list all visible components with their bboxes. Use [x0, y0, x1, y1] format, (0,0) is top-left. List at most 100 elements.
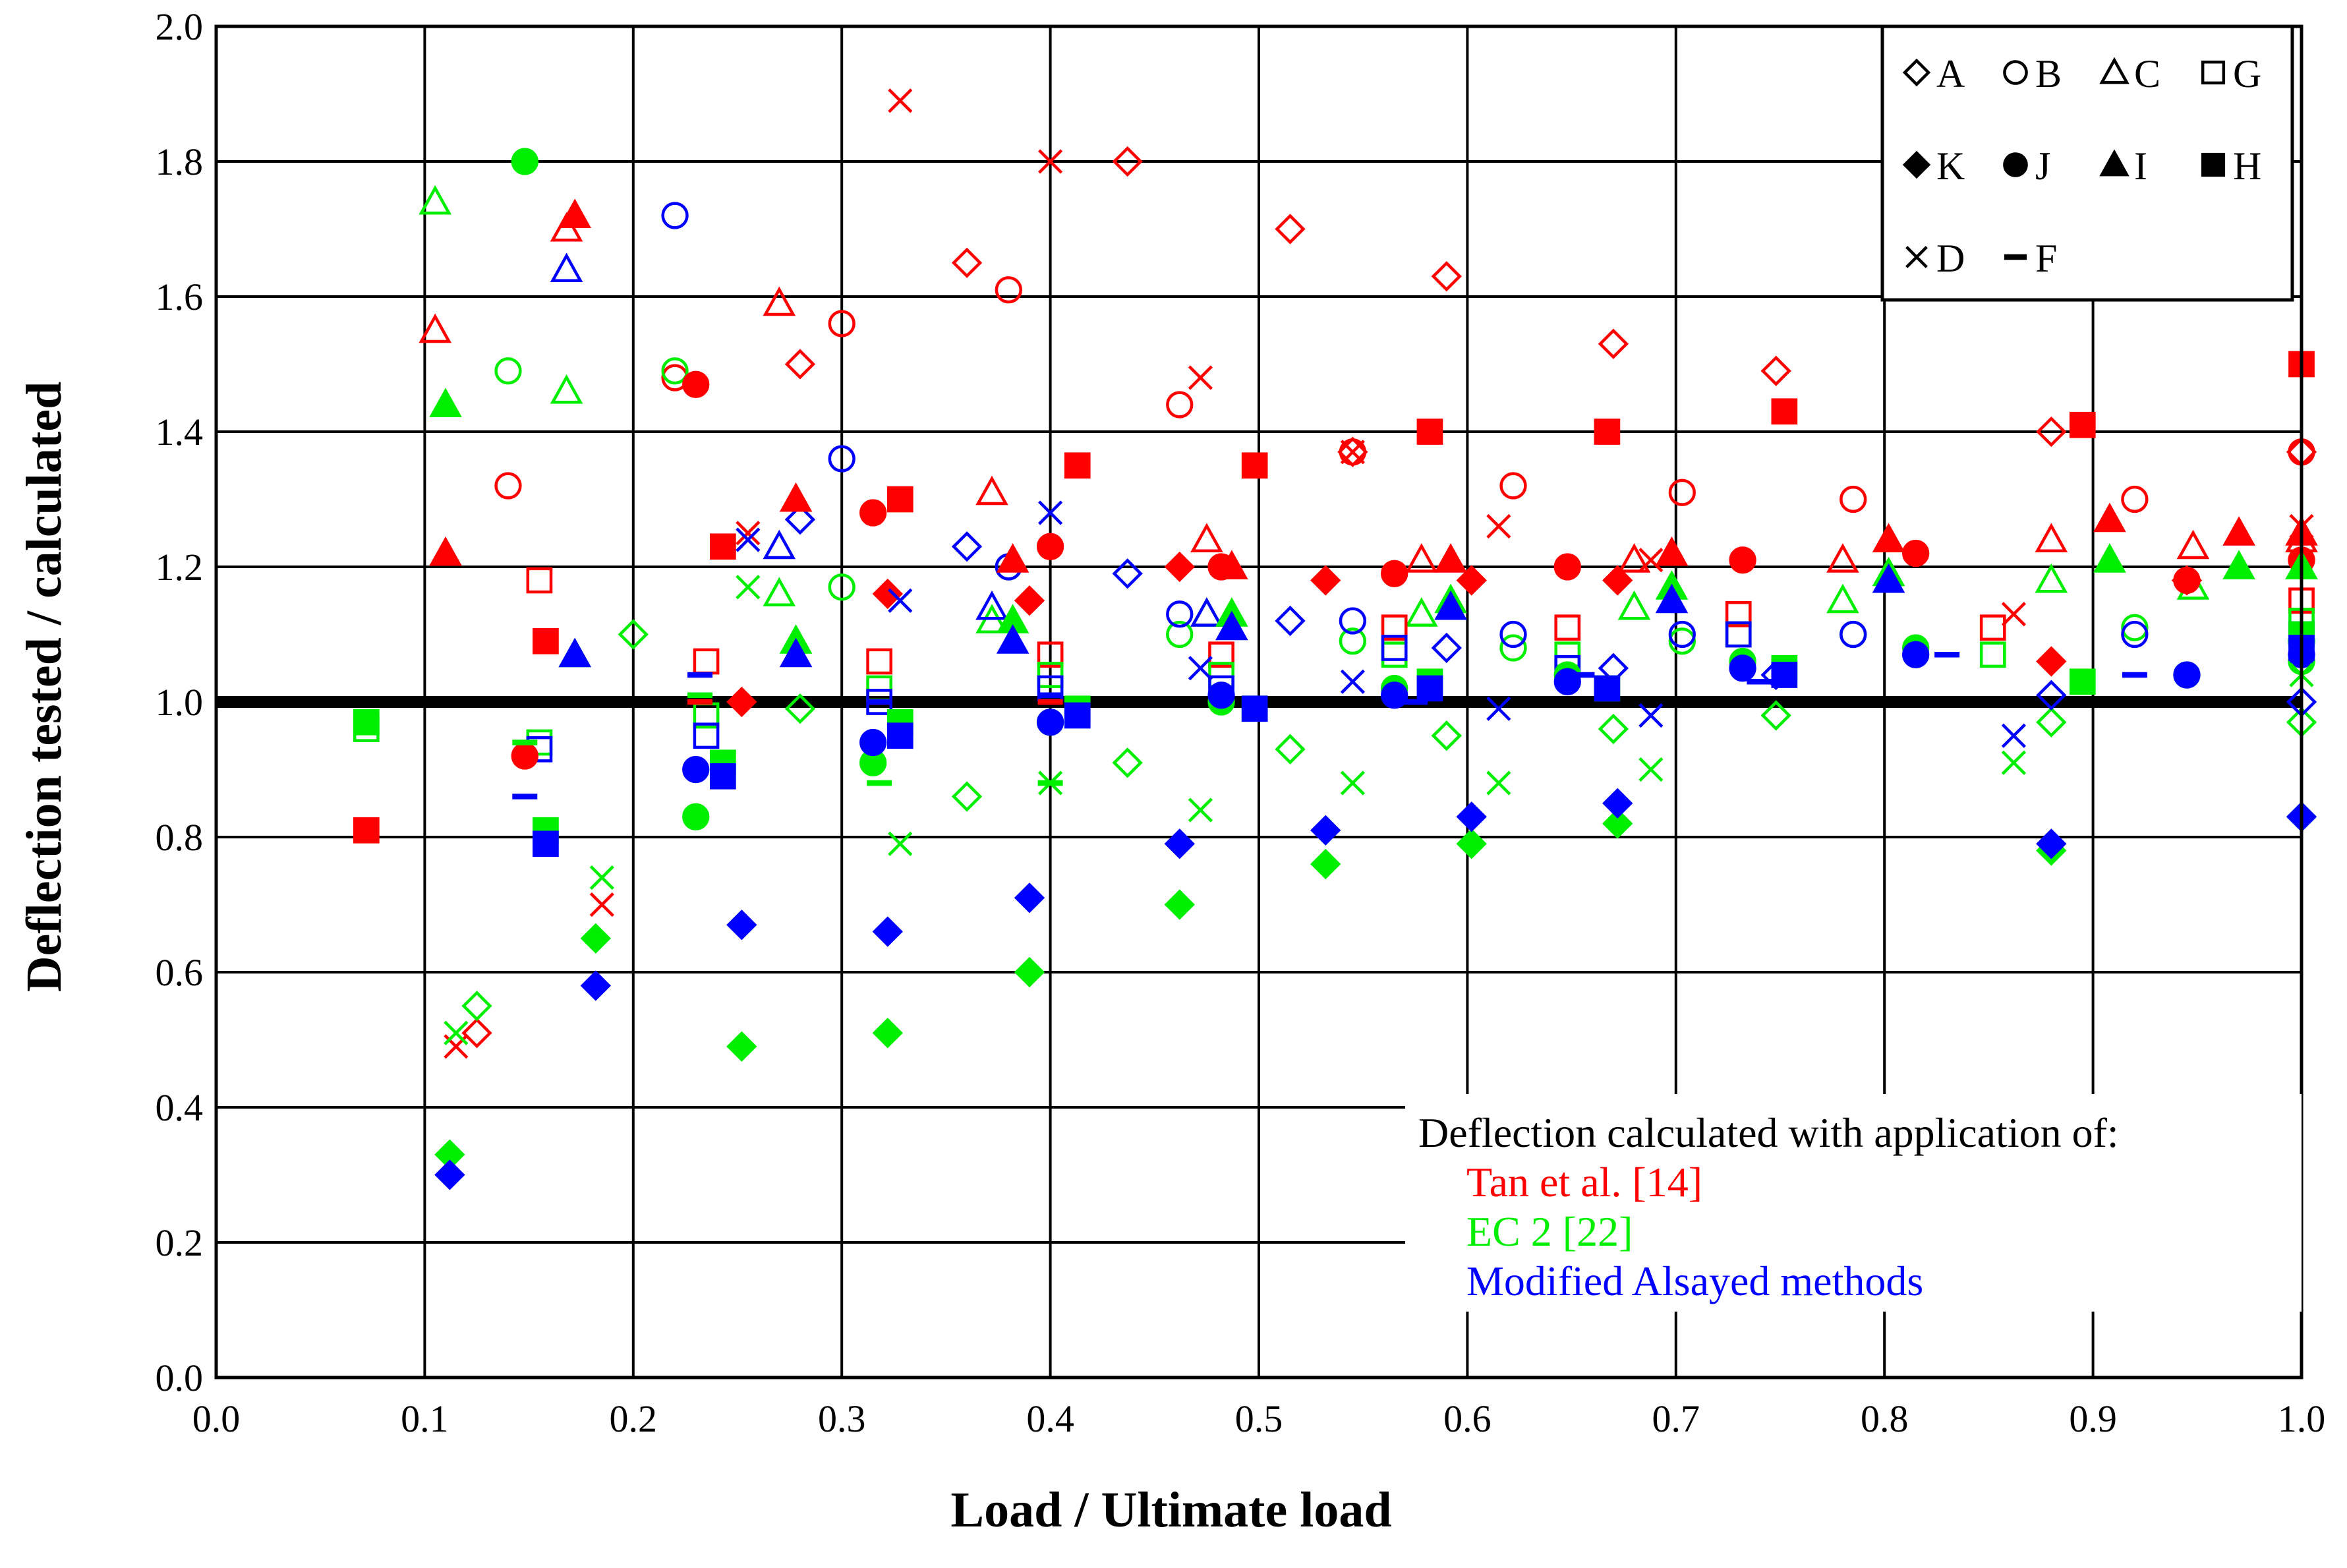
point-c-alsayed	[1190, 597, 1223, 627]
plot-frame	[214, 24, 2304, 1379]
y-tick-label: 0.6	[156, 951, 204, 994]
annotation-method-tan: Tan et al. [14]	[1466, 1159, 1702, 1205]
point-a-tan	[951, 247, 983, 278]
point-k-tan	[1456, 565, 1487, 596]
point-c-ec2	[1826, 583, 1859, 614]
point-c-tan	[1617, 543, 1651, 573]
y-tick-label: 2.0	[156, 5, 204, 48]
y-tick-label: 0.8	[156, 816, 204, 859]
point-b-ec2	[1499, 634, 1527, 662]
point-c-tan	[975, 475, 1008, 506]
point-h-alsayed	[1594, 675, 1621, 702]
point-b-tan	[1840, 485, 1867, 513]
point-d-ec2	[1638, 757, 1664, 782]
point-j-tan	[1381, 560, 1408, 587]
point-d-tan	[1340, 440, 1365, 465]
legend-label-b: B	[2035, 52, 2062, 96]
point-i-alsayed	[1872, 563, 1905, 593]
point-g-tan	[526, 567, 553, 594]
point-a-tan	[1275, 214, 1306, 245]
point-i-tan	[1215, 550, 1248, 580]
point-d-alsayed	[1486, 696, 1511, 721]
point-g-tan	[693, 648, 720, 675]
point-d-alsayed	[1188, 656, 1213, 681]
point-c-alsayed	[763, 529, 796, 560]
point-a-alsayed	[1431, 632, 1462, 664]
point-b-ec2	[494, 357, 522, 385]
point-i-alsayed	[779, 637, 813, 668]
point-h-tan	[1064, 452, 1091, 479]
point-b-tan	[1166, 391, 1194, 419]
point-d-alsayed	[736, 527, 761, 552]
x-tick-label: 0.6	[1443, 1397, 1492, 1440]
point-d-ec2	[1340, 770, 1365, 796]
point-j-alsayed	[2173, 661, 2201, 689]
point-g-tan	[866, 648, 893, 675]
point-b-tan	[828, 310, 855, 337]
point-h-alsayed	[1064, 702, 1091, 729]
legend: A B C G K J I H D F	[1880, 24, 2294, 302]
point-d-tan	[1486, 513, 1511, 539]
point-h-alsayed	[886, 722, 913, 749]
point-b-tan	[1668, 479, 1696, 506]
point-k-tan	[1164, 551, 1195, 583]
point-k-ec2	[1456, 828, 1487, 859]
point-k-alsayed	[1164, 828, 1195, 859]
point-d-tan	[888, 88, 913, 113]
x-tick-label: 0.4	[1026, 1397, 1074, 1440]
point-i-tan	[996, 543, 1029, 573]
point-k-alsayed	[2036, 828, 2067, 859]
point-i-tan	[779, 482, 813, 512]
point-b-alsayed	[1166, 600, 1194, 628]
point-d-tan	[1038, 149, 1063, 174]
point-d-ec2	[444, 1020, 469, 1045]
point-b-alsayed	[1499, 620, 1527, 649]
x-tick-label: 1.0	[2278, 1397, 2326, 1440]
point-h-alsayed	[1241, 695, 1268, 722]
point-c-ec2	[763, 577, 796, 607]
point-a-ec2	[951, 781, 983, 812]
point-c-ec2	[550, 374, 583, 404]
point-h-tan	[710, 533, 736, 560]
point-i-alsayed	[996, 624, 1029, 654]
x-tick-label: 0.8	[1861, 1397, 1909, 1440]
point-k-ec2	[580, 923, 612, 954]
point-h-tan	[886, 486, 913, 513]
point-d-alsayed	[1038, 500, 1063, 525]
point-j-ec2	[682, 803, 710, 830]
point-i-tan	[1655, 536, 1689, 566]
legend-label-i: I	[2134, 144, 2147, 188]
point-i-tan	[1872, 523, 1905, 553]
point-k-tan	[1014, 585, 1045, 616]
legend-symbol-i	[2099, 149, 2130, 177]
point-a-alsayed	[951, 531, 983, 562]
point-k-alsayed	[1310, 815, 1341, 846]
point-k-ec2	[872, 1018, 903, 1049]
point-b-alsayed	[1840, 620, 1867, 649]
point-a-alsayed	[1275, 605, 1306, 637]
point-k-ec2	[1310, 848, 1341, 880]
point-b-alsayed	[828, 445, 855, 473]
point-g-tan	[1208, 641, 1234, 668]
point-d-tan	[444, 1034, 469, 1059]
y-tick-label: 1.4	[156, 411, 204, 453]
x-tick-label: 0.7	[1652, 1397, 1700, 1440]
point-h-tan	[2069, 411, 2096, 438]
point-c-ec2	[1190, 597, 1223, 627]
point-j-alsayed	[1729, 654, 1756, 682]
legend-symbol-d	[1905, 246, 1928, 268]
point-i-tan	[1434, 543, 1467, 573]
legend-label-g: G	[2233, 52, 2261, 96]
point-k-alsayed	[726, 910, 757, 941]
point-i-tan	[558, 198, 592, 229]
x-tick-label: 0.0	[192, 1397, 241, 1440]
point-k-alsayed	[1602, 788, 1633, 819]
point-b-ec2	[2121, 614, 2149, 641]
point-j-tan	[2173, 566, 2201, 595]
x-tick-label: 0.5	[1235, 1397, 1283, 1440]
point-b-tan	[1499, 472, 1527, 500]
method-annotation: Deflection calculated with application o…	[1405, 1094, 2302, 1312]
point-d-tan	[2001, 602, 2026, 627]
legend-symbol-b	[2003, 60, 2028, 85]
point-c-tan	[1826, 543, 1859, 573]
